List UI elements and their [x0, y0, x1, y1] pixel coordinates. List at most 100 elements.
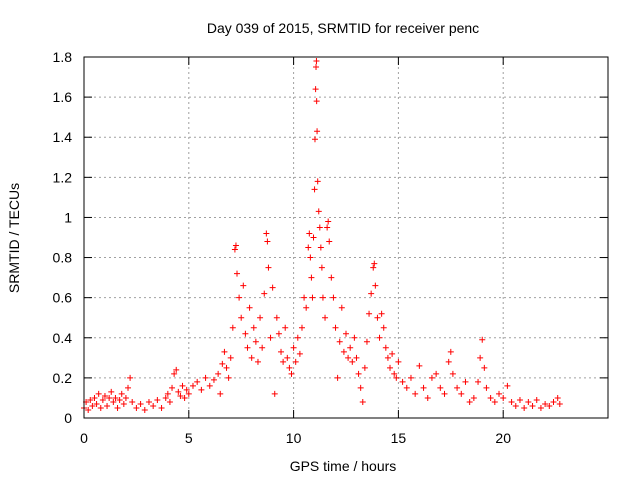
- data-point: [129, 398, 136, 405]
- data-point: [301, 294, 308, 301]
- data-point: [280, 358, 287, 365]
- x-tick-label: 5: [185, 430, 193, 446]
- data-point: [416, 362, 423, 369]
- data-point: [376, 334, 383, 341]
- data-point: [236, 294, 243, 301]
- data-point: [240, 282, 247, 289]
- data-point: [162, 394, 169, 401]
- data-point: [150, 402, 157, 409]
- data-point: [359, 398, 366, 405]
- data-point: [275, 330, 282, 337]
- data-point: [173, 366, 180, 373]
- data-point: [437, 384, 444, 391]
- data-point: [516, 396, 523, 403]
- data-point: [112, 394, 119, 401]
- data-point: [267, 334, 274, 341]
- data-point: [87, 396, 94, 403]
- data-point: [371, 260, 378, 267]
- data-point: [399, 378, 406, 385]
- data-point: [345, 354, 352, 361]
- x-tick-label: 20: [495, 430, 511, 446]
- data-point: [454, 384, 461, 391]
- data-point: [361, 364, 368, 371]
- data-point: [215, 370, 222, 377]
- data-point: [340, 348, 347, 355]
- data-point: [313, 64, 320, 71]
- data-point: [261, 290, 268, 297]
- data-point: [328, 274, 335, 281]
- data-point: [252, 338, 259, 345]
- data-point: [338, 304, 345, 311]
- data-point: [298, 324, 305, 331]
- data-point: [319, 294, 326, 301]
- data-point: [420, 384, 427, 391]
- data-point: [542, 400, 549, 407]
- data-point: [286, 364, 293, 371]
- x-tick-label: 15: [391, 430, 407, 446]
- data-point: [179, 382, 186, 389]
- data-point: [391, 370, 398, 377]
- data-point: [223, 364, 230, 371]
- y-tick-label: 0: [64, 410, 72, 426]
- data-point: [428, 374, 435, 381]
- data-point: [370, 264, 377, 271]
- y-tick-label: 1.4: [53, 129, 73, 145]
- data-point: [101, 392, 108, 399]
- data-point: [349, 358, 356, 365]
- data-point: [206, 382, 213, 389]
- data-point: [189, 382, 196, 389]
- y-tick-label: 0.2: [53, 370, 73, 386]
- data-point: [198, 386, 205, 393]
- data-point: [232, 242, 239, 249]
- data-point: [521, 404, 528, 411]
- data-point: [288, 370, 295, 377]
- data-point: [263, 230, 270, 237]
- data-point: [254, 358, 261, 365]
- data-point: [378, 310, 385, 317]
- data-point: [343, 330, 349, 337]
- data-point: [227, 354, 234, 361]
- data-point: [93, 400, 100, 407]
- data-point: [314, 178, 321, 185]
- y-tick-label: 0.4: [53, 330, 73, 346]
- data-point: [257, 314, 264, 321]
- data-point: [368, 290, 375, 297]
- data-point: [512, 402, 519, 409]
- data-point: [351, 334, 358, 341]
- y-tick-label: 1.8: [53, 49, 73, 65]
- data-point: [550, 398, 557, 405]
- data-point: [110, 398, 117, 405]
- data-point: [395, 358, 402, 365]
- data-point: [424, 394, 431, 401]
- data-point: [481, 364, 488, 371]
- data-point: [363, 338, 370, 345]
- x-tick-label: 10: [286, 430, 302, 446]
- data-point: [265, 264, 272, 271]
- y-tick-label: 1.6: [53, 89, 73, 105]
- data-point: [248, 354, 255, 361]
- data-point: [114, 404, 121, 411]
- data-point: [242, 330, 249, 337]
- data-point: [306, 230, 313, 237]
- data-point: [116, 396, 123, 403]
- data-point: [217, 390, 224, 397]
- data-point: [470, 394, 477, 401]
- data-point: [127, 374, 134, 381]
- data-point: [141, 406, 148, 413]
- data-point: [238, 314, 245, 321]
- data-point: [296, 350, 303, 357]
- data-point: [271, 390, 278, 397]
- data-point: [466, 398, 473, 405]
- data-point: [292, 358, 299, 365]
- data-point: [120, 400, 127, 407]
- data-point: [122, 394, 129, 401]
- data-point: [336, 338, 343, 345]
- data-point: [537, 404, 544, 411]
- chart-title: Day 039 of 2015, SRMTID for receiver pen…: [207, 20, 479, 36]
- data-point: [91, 394, 98, 401]
- data-point: [202, 374, 209, 381]
- data-point: [372, 282, 379, 289]
- data-point: [384, 354, 391, 361]
- data-point: [357, 384, 364, 391]
